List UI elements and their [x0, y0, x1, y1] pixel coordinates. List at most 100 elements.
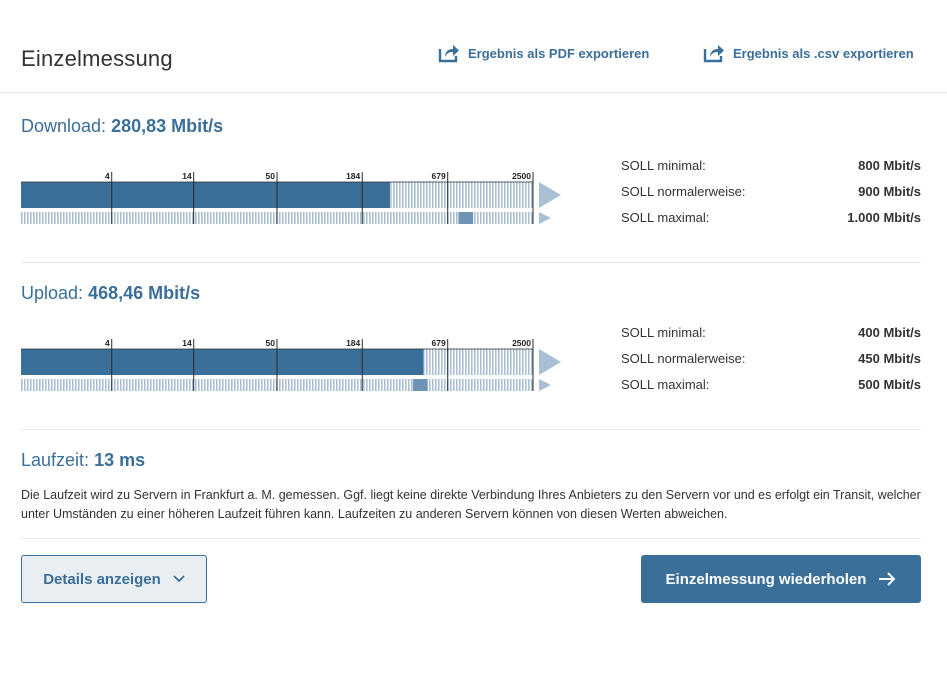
soll-stripe	[192, 379, 194, 391]
export-pdf-link[interactable]: Ergebnis als PDF exportieren	[438, 42, 649, 64]
soll-stripe	[474, 212, 476, 224]
soll-stripe	[390, 212, 392, 224]
meter-stripe	[441, 349, 443, 375]
export-pdf-label: Ergebnis als PDF exportieren	[468, 45, 650, 61]
soll-stripe	[240, 212, 242, 224]
meter-stripe	[471, 182, 473, 208]
meter-stripe	[495, 182, 497, 208]
meter-stripe	[516, 182, 518, 208]
meter-stripe	[450, 182, 452, 208]
upload-label: Upload:	[21, 283, 84, 303]
soll-stripe	[510, 212, 512, 224]
soll-stripe	[27, 379, 29, 391]
soll-arrow	[539, 379, 551, 391]
soll-stripe	[507, 379, 509, 391]
soll-stripe	[69, 379, 71, 391]
soll-stripe	[306, 379, 308, 391]
soll-stripe	[444, 379, 446, 391]
soll-stripe	[144, 379, 146, 391]
meter-stripe	[396, 182, 398, 208]
soll-stripe	[168, 212, 170, 224]
meter-stripe	[489, 182, 491, 208]
meter-stripe	[399, 182, 401, 208]
soll-stripe	[195, 212, 197, 224]
soll-stripe	[258, 212, 260, 224]
meter-stripe	[513, 182, 515, 208]
soll-stripe	[186, 379, 188, 391]
meter-stripe	[453, 182, 455, 208]
meter-stripe	[516, 349, 518, 375]
page-header: Einzelmessung Ergebnis als PDF exportier…	[0, 0, 947, 93]
soll-stripe	[108, 212, 110, 224]
soll-stripe	[354, 212, 356, 224]
soll-stripe	[351, 212, 353, 224]
soll-stripe	[195, 379, 197, 391]
soll-stripe	[450, 379, 452, 391]
meter-stripe	[507, 349, 509, 375]
soll-stripe	[249, 379, 251, 391]
soll-stripe	[54, 212, 56, 224]
export-csv-link[interactable]: Ergebnis als .csv exportieren	[703, 42, 914, 64]
latency-description: Die Laufzeit wird zu Servern in Frankfur…	[21, 488, 921, 521]
soll-label: SOLL maximal:	[621, 209, 710, 225]
details-button[interactable]: Details anzeigen	[21, 555, 207, 603]
soll-stripe	[309, 379, 311, 391]
soll-stripe	[222, 212, 224, 224]
meter-stripe	[465, 182, 467, 208]
soll-stripe	[186, 212, 188, 224]
meter-stripe	[435, 349, 437, 375]
soll-stripe	[405, 379, 407, 391]
soll-stripe	[168, 379, 170, 391]
soll-stripe	[333, 212, 335, 224]
meter-stripe	[432, 182, 434, 208]
meter-stripe	[456, 349, 458, 375]
soll-stripe	[519, 379, 521, 391]
soll-stripe	[315, 379, 317, 391]
download-heading: Download: 280,83 Mbit/s	[21, 116, 223, 137]
soll-stripe	[150, 212, 152, 224]
scale-label: 50	[266, 338, 276, 348]
soll-stripe	[513, 212, 515, 224]
soll-stripe	[225, 212, 227, 224]
soll-row: SOLL minimal: 400 Mbit/s	[621, 319, 921, 345]
meter-stripe	[483, 182, 485, 208]
soll-stripe	[522, 212, 524, 224]
soll-stripe	[30, 379, 32, 391]
meter-stripe	[522, 182, 524, 208]
soll-stripe	[465, 379, 467, 391]
meter-stripe	[456, 182, 458, 208]
soll-stripe	[78, 212, 80, 224]
soll-stripe	[228, 379, 230, 391]
repeat-measurement-button[interactable]: Einzelmessung wiederholen	[641, 555, 921, 603]
soll-stripe	[48, 379, 50, 391]
meter-stripe	[450, 349, 452, 375]
soll-stripe	[429, 212, 431, 224]
soll-stripe	[285, 379, 287, 391]
soll-stripe	[381, 379, 383, 391]
soll-stripe	[522, 379, 524, 391]
soll-stripe	[87, 212, 89, 224]
soll-stripe	[399, 379, 401, 391]
soll-stripe	[528, 212, 530, 224]
meter-stripe	[453, 349, 455, 375]
soll-stripe	[177, 379, 179, 391]
soll-stripe	[300, 212, 302, 224]
soll-stripe	[474, 379, 476, 391]
meter-stripe	[429, 182, 431, 208]
soll-stripe	[477, 379, 479, 391]
soll-stripe	[345, 212, 347, 224]
soll-value: 450 Mbit/s	[858, 350, 921, 366]
soll-row: SOLL minimal: 800 Mbit/s	[621, 152, 921, 178]
soll-stripe	[234, 379, 236, 391]
soll-stripe	[330, 379, 332, 391]
download-value: 280,83 Mbit/s	[111, 116, 224, 136]
meter-stripe	[480, 349, 482, 375]
soll-stripe	[174, 379, 176, 391]
scale-label: 14	[182, 338, 192, 348]
soll-stripe	[519, 212, 521, 224]
scale-label: 4	[105, 171, 110, 181]
meter-stripe	[489, 349, 491, 375]
soll-stripe	[210, 379, 212, 391]
soll-stripe	[30, 212, 32, 224]
latency-heading: Laufzeit: 13 ms	[21, 450, 145, 471]
